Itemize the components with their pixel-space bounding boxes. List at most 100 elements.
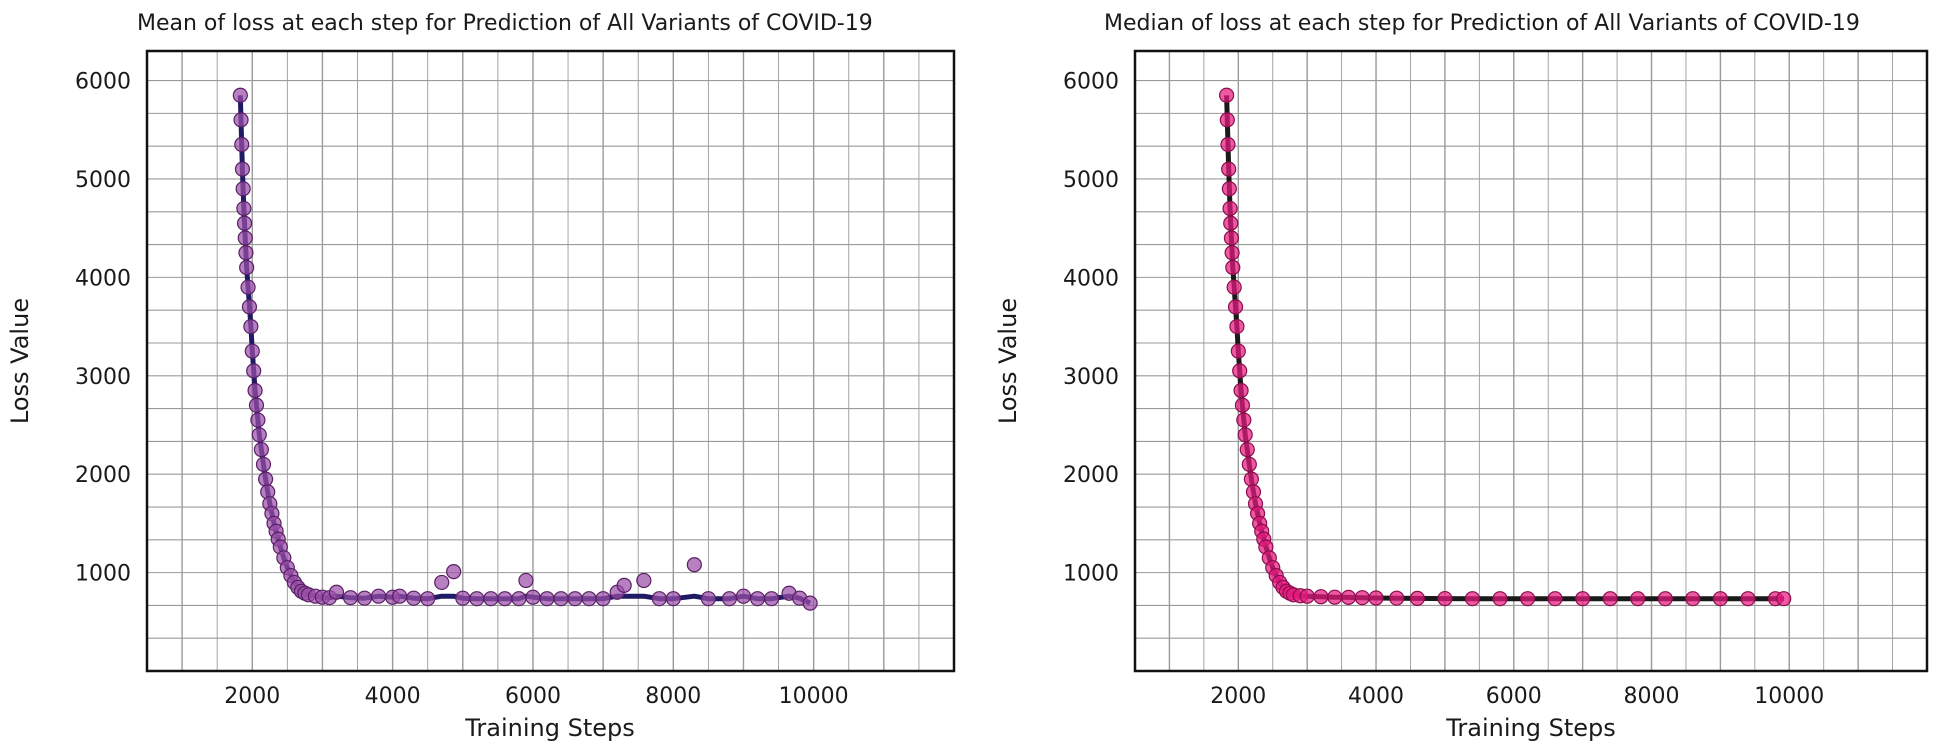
data-point	[342, 590, 359, 606]
data-point	[1740, 591, 1756, 607]
x-tick-label: 10000	[779, 684, 849, 709]
y-axis-label: Loss Value	[6, 298, 34, 424]
data-point	[248, 397, 265, 413]
data-point	[1340, 589, 1357, 605]
data-point	[1237, 427, 1253, 443]
data-point	[1232, 363, 1248, 379]
data-point	[1354, 590, 1370, 606]
data-point	[1229, 318, 1245, 335]
data-point	[1630, 591, 1646, 607]
data-point	[1223, 215, 1239, 231]
data-point	[250, 412, 266, 428]
data-point	[237, 230, 253, 246]
data-point	[1234, 397, 1251, 413]
data-point	[246, 363, 262, 379]
x-tick-label: 8000	[1624, 684, 1680, 709]
data-point	[497, 591, 513, 607]
grid	[1135, 51, 1928, 671]
data-point	[1236, 412, 1252, 428]
x-tick-label: 2000	[1210, 684, 1266, 709]
data-point	[253, 441, 269, 458]
data-point	[651, 591, 667, 607]
data-point	[240, 279, 256, 295]
fit-curve	[1224, 95, 1784, 602]
y-tick-label: 4000	[1063, 266, 1119, 291]
data-point	[483, 591, 499, 607]
data-point	[244, 343, 260, 359]
data-point	[1239, 441, 1255, 458]
x-tick-label: 2000	[224, 684, 280, 709]
median-loss-chart: Median of loss at each step for Predicti…	[994, 11, 1929, 742]
data-point	[1224, 245, 1240, 261]
x-tick-label: 6000	[505, 684, 561, 709]
data-point	[1327, 589, 1343, 605]
data-point	[511, 591, 527, 607]
data-point	[802, 595, 818, 611]
data-point	[232, 87, 248, 103]
data-point	[420, 591, 436, 607]
data-point	[234, 136, 250, 153]
data-point	[1221, 181, 1237, 197]
data-point	[370, 588, 387, 604]
data-point	[241, 299, 258, 315]
grid	[147, 51, 955, 671]
data-point	[1233, 382, 1249, 399]
x-tick-label: 4000	[1348, 684, 1404, 709]
y-tick-label: 1000	[1063, 562, 1119, 587]
data-point	[1220, 136, 1236, 153]
data-point	[539, 591, 555, 607]
x-tick-label: 4000	[365, 684, 421, 709]
y-tick-label: 3000	[75, 365, 131, 390]
data-points	[232, 87, 818, 611]
y-tick-label: 3000	[1063, 365, 1119, 390]
data-point	[356, 590, 373, 606]
data-point	[567, 591, 583, 607]
data-point	[455, 590, 471, 606]
data-point	[763, 591, 780, 607]
data-point	[236, 200, 252, 217]
plot-frame	[145, 49, 956, 673]
fit-curve	[237, 95, 812, 606]
y-tick-label: 5000	[1063, 168, 1119, 193]
chart-title: Median of loss at each step for Predicti…	[1104, 11, 1860, 36]
fit-curve-layer	[1224, 95, 1784, 602]
mean-loss-chart-panel: Mean of loss at each step for Prediction…	[0, 0, 972, 756]
data-point	[1776, 591, 1792, 607]
data-point	[446, 564, 462, 580]
data-point	[1602, 591, 1618, 607]
x-tick-label: 8000	[645, 684, 701, 709]
y-tick-label: 4000	[75, 266, 131, 291]
data-point	[665, 591, 681, 607]
data-point	[1657, 591, 1673, 607]
data-point	[1519, 591, 1536, 607]
data-point	[255, 456, 272, 472]
data-point	[525, 589, 541, 605]
tick-labels: 2000 4000 6000 8000 10000 1000 2000 3000 4000 500…	[1063, 70, 1824, 709]
data-point	[1575, 591, 1591, 607]
data-point	[1313, 589, 1329, 605]
data-point	[469, 591, 485, 607]
x-tick-label: 6000	[1486, 684, 1542, 709]
data-point	[1241, 456, 1257, 472]
data-point	[735, 588, 752, 604]
data-point	[518, 572, 534, 589]
data-point	[251, 427, 267, 443]
data-point	[233, 112, 249, 128]
data-point	[234, 161, 251, 177]
data-point	[236, 215, 253, 231]
data-point	[1299, 588, 1315, 604]
data-point	[553, 591, 569, 607]
median-loss-chart-panel: Median of loss at each step for Predicti…	[986, 0, 1945, 756]
y-tick-label: 2000	[75, 463, 131, 488]
tick-labels: 2000 4000 6000 8000 10000 1000 2000 3000 4000 500…	[75, 70, 849, 709]
data-point	[1685, 591, 1701, 607]
data-point	[1409, 590, 1425, 606]
data-point	[1223, 230, 1240, 246]
data-point	[721, 591, 738, 607]
y-tick-label: 6000	[1063, 70, 1119, 95]
x-tick-label: 10000	[1754, 684, 1824, 709]
data-point	[1221, 161, 1237, 177]
data-point	[247, 382, 263, 399]
data-point	[1712, 591, 1728, 607]
data-point	[1219, 112, 1235, 128]
